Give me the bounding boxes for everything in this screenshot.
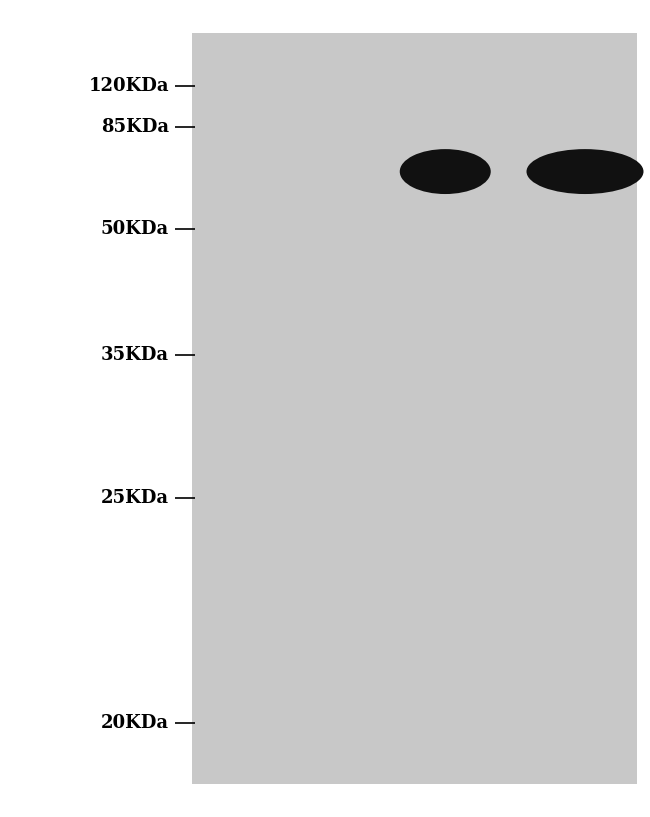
Text: 20KDa: 20KDa xyxy=(101,714,169,732)
Ellipse shape xyxy=(526,149,644,194)
Text: 25KDa: 25KDa xyxy=(101,489,169,507)
Text: 50KDa: 50KDa xyxy=(101,220,169,238)
Text: 120KDa: 120KDa xyxy=(88,77,169,95)
Ellipse shape xyxy=(400,149,491,194)
Text: 85KDa: 85KDa xyxy=(101,118,169,136)
FancyBboxPatch shape xyxy=(192,33,637,784)
Text: 35KDa: 35KDa xyxy=(101,346,169,364)
